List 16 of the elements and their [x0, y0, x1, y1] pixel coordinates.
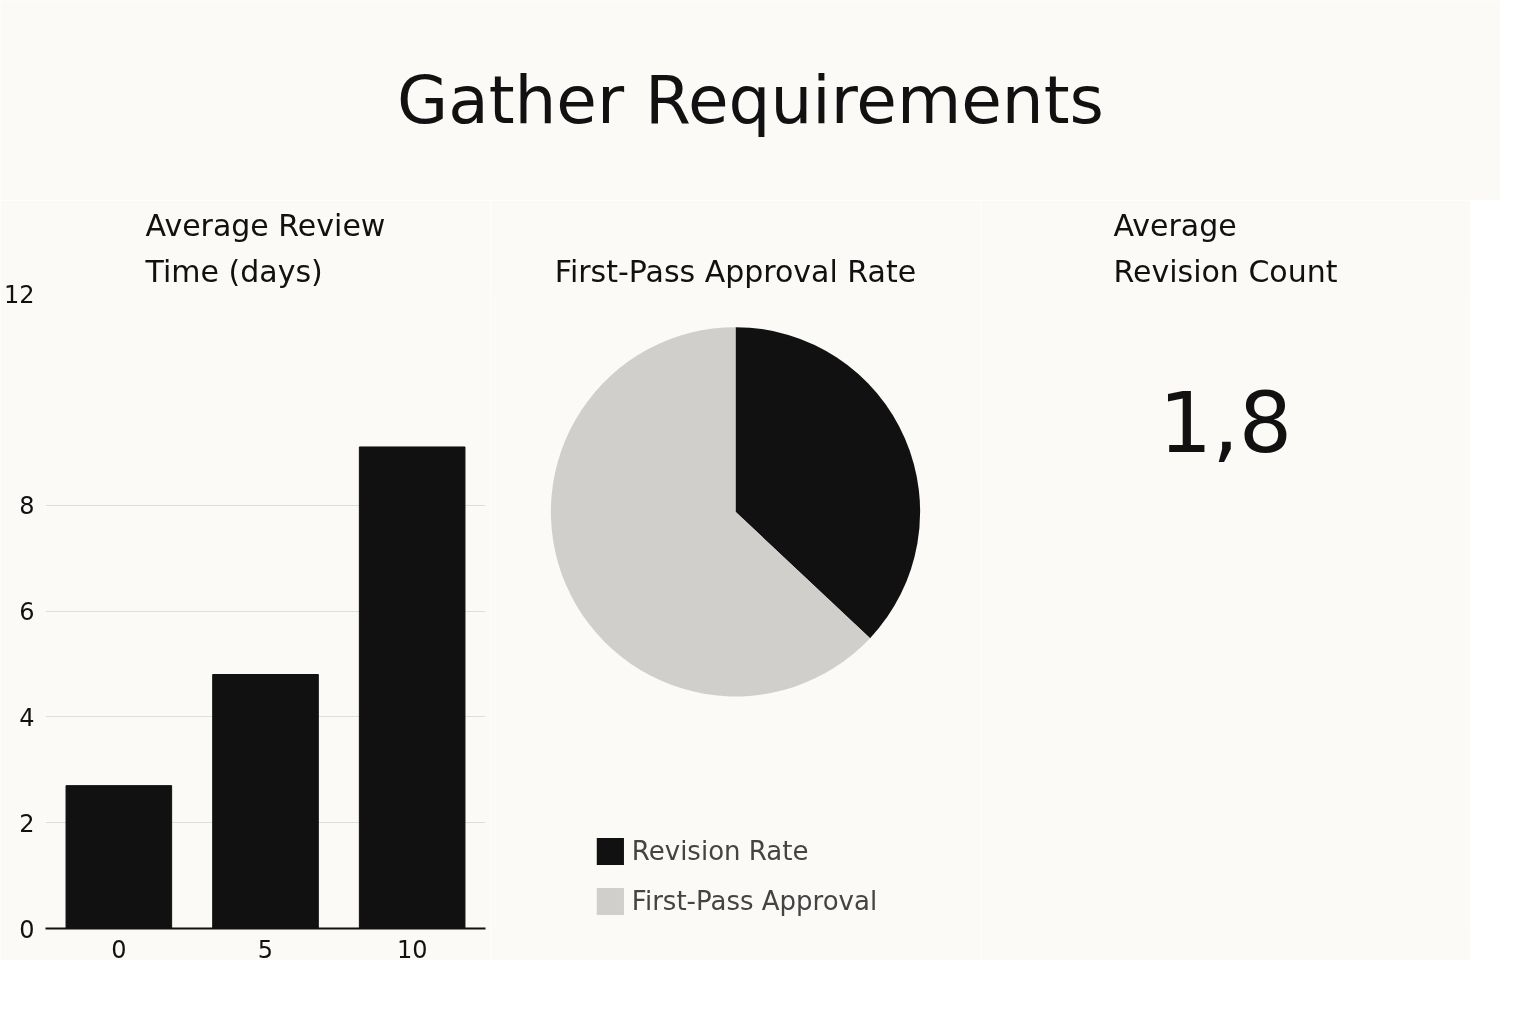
y-tick-label: 0	[19, 915, 35, 944]
y-tick-label: 4	[19, 703, 35, 732]
text: Average Revision Count	[1113, 208, 1338, 289]
y-tick-label: 12	[3, 280, 35, 309]
x-tick-label: 0	[111, 935, 127, 964]
y-tick-label: 8	[19, 492, 35, 521]
chart-title: First-Pass Approval Rate	[554, 253, 917, 289]
legend-label: Revision Rate	[631, 836, 809, 866]
y-tick-label: 2	[19, 809, 35, 838]
chart-title: Average Review Time (days)	[144, 208, 386, 289]
x-tick-label: 10	[396, 935, 428, 964]
y-tick-label: 6	[19, 598, 35, 626]
text: Gather Requirements	[397, 62, 1104, 139]
legend-label: First-Pass Approval	[631, 886, 878, 916]
text: 1,8	[1158, 373, 1293, 472]
x-tick-label: 5	[257, 935, 274, 964]
